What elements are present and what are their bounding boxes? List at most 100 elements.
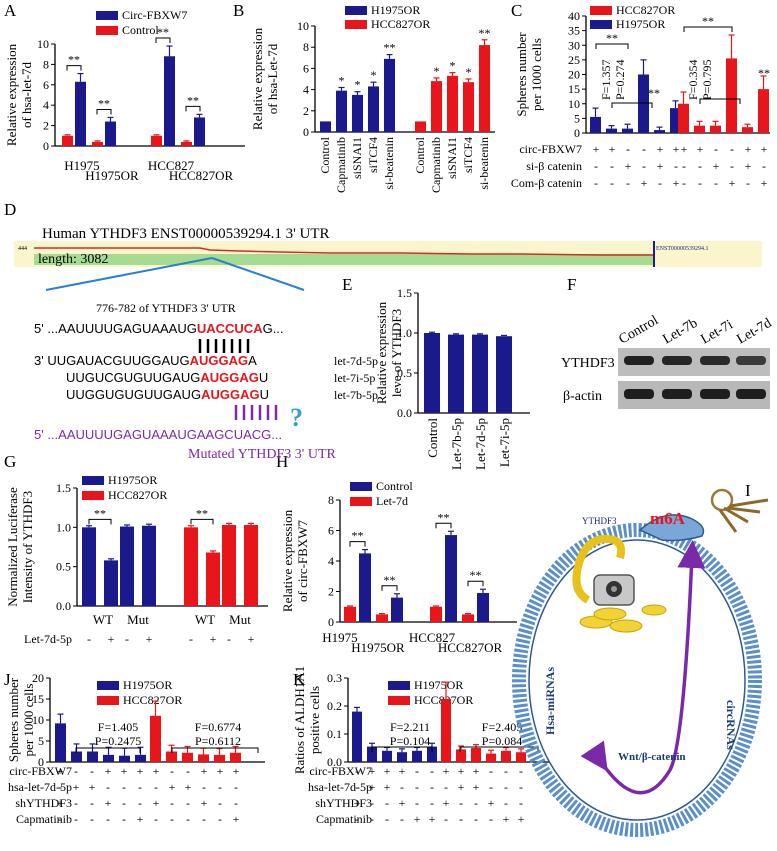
factor-mark: +: [210, 632, 217, 646]
bar: [359, 553, 371, 622]
y-tick-label: 8: [43, 57, 49, 71]
bar: [431, 81, 442, 132]
question-icon: ?: [290, 403, 303, 432]
blot-band-actin: [736, 389, 766, 399]
legend-swatch: [97, 681, 119, 690]
x-group-label: WT: [93, 612, 113, 627]
y-axis-label: Normalized Luciferase: [5, 487, 20, 607]
factor-mark: +: [673, 142, 680, 156]
y-tick-label: 10: [32, 713, 44, 727]
mirna-let-7b-suffix: U: [260, 387, 269, 402]
bar: [166, 751, 177, 762]
bar: [384, 58, 395, 132]
factor-mark: -: [504, 780, 508, 794]
y-tick-label: 4: [303, 83, 309, 97]
bar: [427, 746, 437, 762]
factor-mark: +: [233, 812, 240, 826]
mirna-let-7b-seq: UUGGUGUGUUGAUGAUGGAGU: [66, 387, 269, 402]
legend-swatch: [388, 696, 410, 705]
panel-letter-h: H: [276, 452, 288, 471]
factor-mark: +: [369, 764, 376, 778]
significance-label: **: [758, 66, 770, 80]
blot-row-ythdf3: YTHDF3: [561, 356, 615, 371]
bar: [119, 755, 130, 762]
factor-mark: +: [146, 632, 153, 646]
bar: [486, 753, 496, 762]
bar: [82, 527, 96, 606]
bar: [92, 141, 103, 146]
utr-length-bar: [34, 254, 654, 265]
factor-mark: -: [682, 176, 686, 190]
y-axis-label: positive cells: [307, 686, 322, 754]
x-tick-label: Let-7d-5p: [473, 418, 488, 470]
factor-mark: -: [385, 812, 389, 826]
y-tick-label: 0: [303, 125, 309, 139]
stats-p: P=0.274: [613, 60, 627, 100]
x-tick-label: si-beatenin: [477, 137, 491, 190]
y-tick-label: 1.5: [397, 286, 412, 300]
factor-mark: -: [234, 796, 238, 810]
bar: [230, 752, 241, 762]
bar: [336, 90, 347, 132]
bar: [62, 135, 73, 146]
y-tick-label: 6: [43, 78, 49, 92]
factor-mark: -: [90, 812, 94, 826]
bar: [391, 597, 403, 622]
mutated-pairing-bars: [234, 405, 278, 420]
factor-mark: -: [122, 812, 126, 826]
significance-bracket: [185, 105, 201, 112]
factor-mark: -: [610, 159, 614, 173]
mutated-sequence: 5' ...AAUUUUGAGUAAAUGAAGCUACG...: [34, 427, 282, 442]
x-tick-label: Capmatinib: [429, 137, 443, 193]
mirna-let-7i-seq: UUGUCGUGUUGAUGAUGGAGU: [66, 370, 268, 385]
stats-p: P=0.6112: [195, 734, 241, 748]
factor-label: shYTHDF3: [315, 796, 372, 810]
factor-mark: -: [170, 796, 174, 810]
factor-mark: -: [90, 796, 94, 810]
y-tick-label: 2: [303, 104, 309, 118]
significance-bracket: [381, 585, 398, 591]
factor-mark: -: [355, 764, 359, 778]
significance-label: **: [98, 96, 110, 110]
bar: [135, 754, 146, 762]
factor-mark: -: [714, 142, 718, 156]
mirna-let-7d-seed: AUGGAG: [190, 353, 249, 368]
stats-bracket: [611, 102, 653, 108]
bar: [368, 86, 379, 132]
factor-mark: -: [74, 812, 78, 826]
mirna-let-7b-seed: AUGGAG: [201, 387, 260, 402]
bar: [678, 103, 689, 133]
y-axis-label: Intensity of YTHDF3: [20, 491, 35, 603]
zoom-line-left: [45, 257, 213, 291]
lock-icon: [593, 574, 635, 606]
mirna-let-7d-seq: 3' UUGAUACGUUGGAUGAUGGAGA: [34, 353, 257, 368]
stats-bracket: [699, 98, 741, 104]
keys-icon: [710, 488, 769, 533]
significance-label: **: [438, 510, 450, 524]
factor-mark: +: [369, 780, 376, 794]
y-tick-label: 0.3: [327, 671, 342, 685]
x-tick-label: Control: [318, 136, 332, 173]
legend-swatch: [97, 696, 119, 705]
factor-mark: -: [355, 780, 359, 794]
bar: [448, 334, 464, 413]
significance-label: *: [355, 78, 361, 92]
x-tick-label: Control: [425, 418, 440, 458]
bar: [164, 56, 175, 146]
legend-swatch: [82, 491, 104, 500]
factor-mark: +: [153, 764, 160, 778]
bar: [710, 125, 721, 133]
bar: [367, 746, 377, 762]
significance-label: **: [470, 568, 482, 582]
chart-g: 0.0 0.5 1.0 1.5 Normalized Luciferase Intensi…: [5, 473, 268, 646]
factor-mark: -: [58, 780, 62, 794]
bar: [222, 524, 236, 606]
legend-label: H1975OR: [108, 473, 157, 487]
factor-mark: +: [384, 780, 391, 794]
factor-mark: +: [89, 780, 96, 794]
factor-mark: -: [730, 159, 734, 173]
factor-mark: +: [657, 142, 664, 156]
bar: [397, 752, 407, 762]
factor-mark: -: [370, 812, 374, 826]
x-group-label: Mut: [229, 612, 251, 627]
